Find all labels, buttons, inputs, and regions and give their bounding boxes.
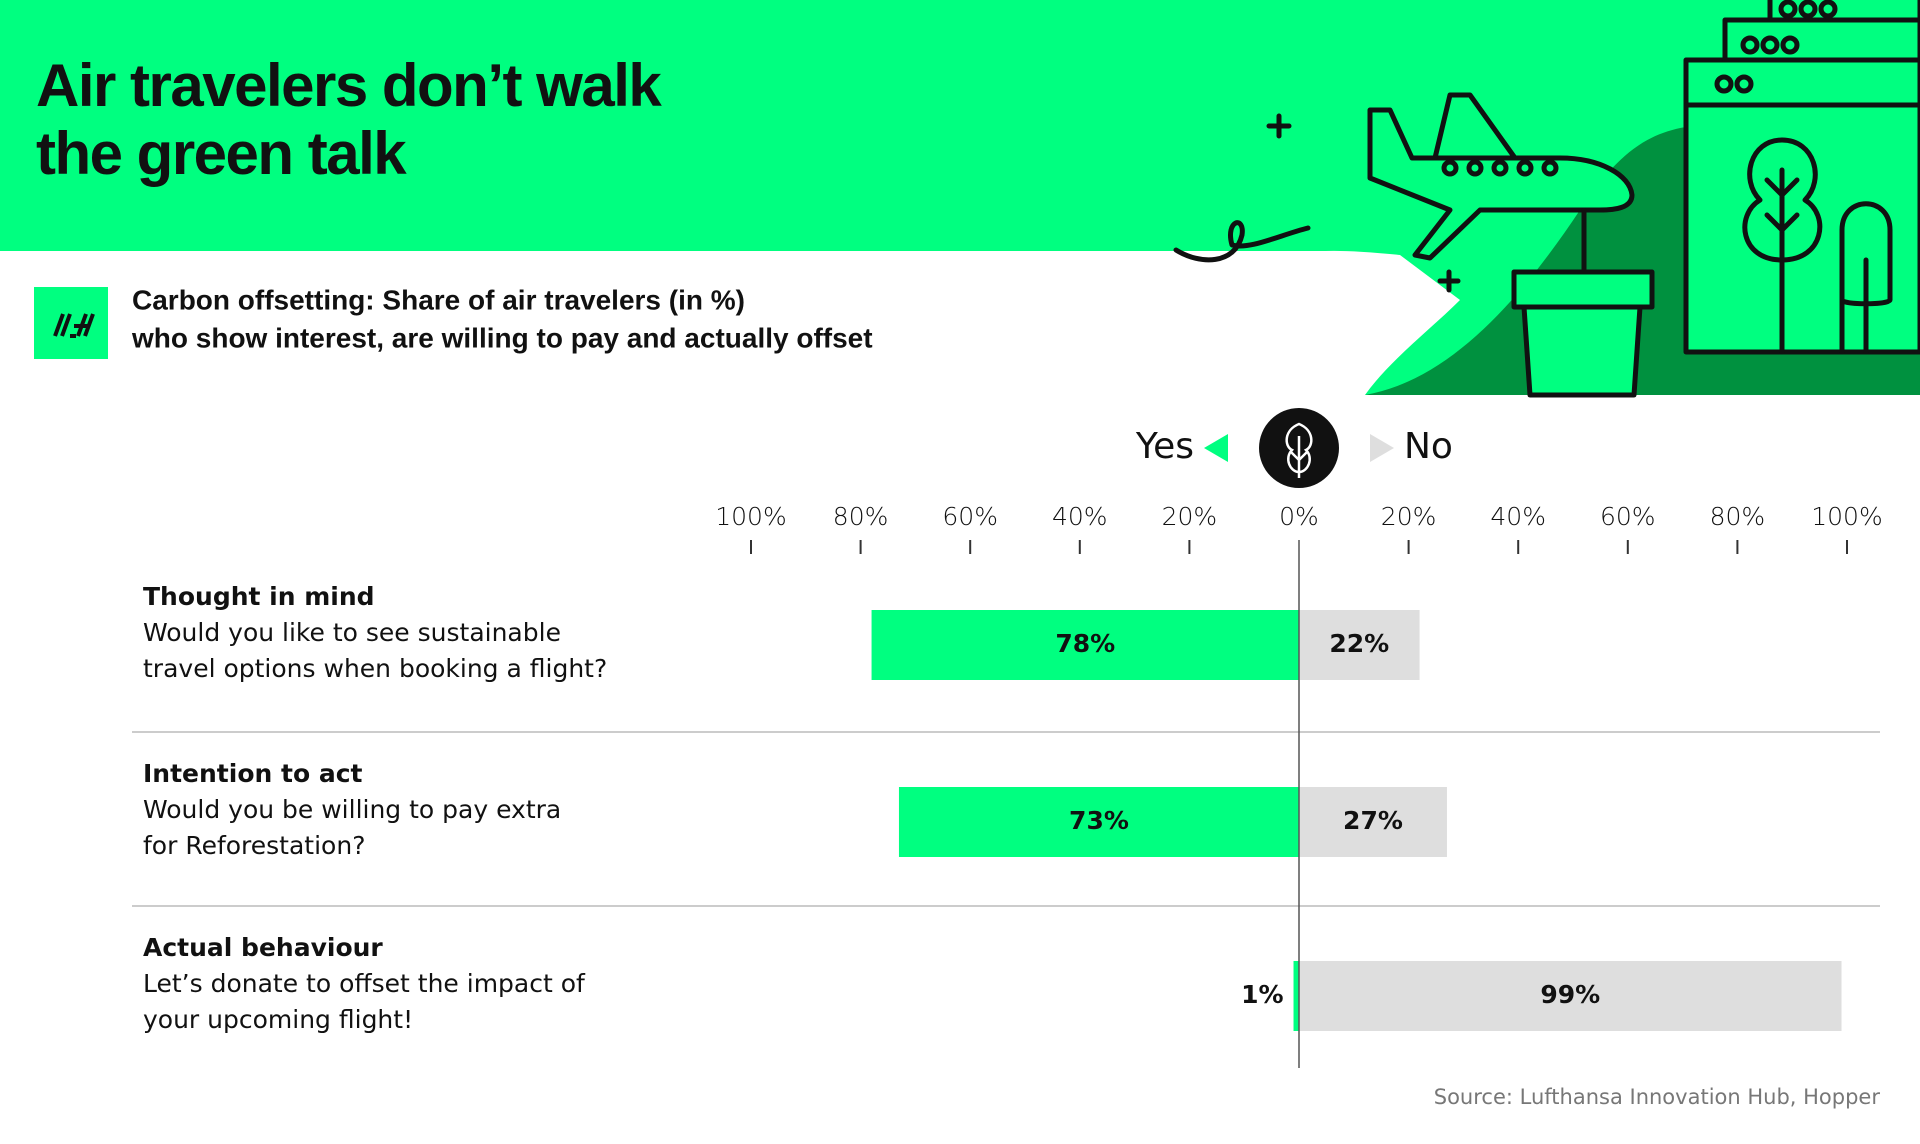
- row-title: Intention to act: [143, 759, 363, 788]
- subtitle: Carbon offsetting: Share of air traveler…: [132, 284, 745, 315]
- x-tick-label: 0%: [1279, 502, 1319, 531]
- x-tick-label: 80%: [1710, 502, 1766, 531]
- x-tick-label: 40%: [1052, 502, 1108, 531]
- title: Air travelers don’t walk: [36, 52, 662, 119]
- value-label: 78%: [1055, 629, 1115, 658]
- x-tick-label: 60%: [942, 502, 998, 531]
- value-label: 27%: [1343, 806, 1403, 835]
- row-title: Actual behaviour: [143, 933, 383, 962]
- bar-yes: [1293, 961, 1299, 1031]
- row-question: Let’s donate to offset the impact of: [143, 969, 586, 998]
- x-tick-label: 20%: [1162, 502, 1218, 531]
- logo-mark: [53, 313, 95, 338]
- x-tick-label: 40%: [1490, 502, 1546, 531]
- header-band: [0, 0, 1920, 395]
- illustration: [1173, 0, 1920, 398]
- row-question: your upcoming flight!: [143, 1005, 413, 1034]
- bar-no: [1299, 961, 1842, 1031]
- legend-marker: [1370, 434, 1394, 462]
- legend-label: No: [1404, 426, 1453, 467]
- x-tick-label: 60%: [1600, 502, 1656, 531]
- legend-label: Yes: [1135, 426, 1194, 467]
- x-tick-label: 20%: [1381, 502, 1437, 531]
- x-tick-label: 100%: [1811, 502, 1882, 531]
- value-label: 73%: [1069, 806, 1129, 835]
- value-label: 22%: [1329, 629, 1389, 658]
- value-label: 99%: [1540, 980, 1600, 1009]
- row-title: Thought in mind: [143, 582, 375, 611]
- value-label: 1%: [1241, 980, 1283, 1009]
- row-question: for Reforestation?: [143, 831, 365, 860]
- legend-marker: [1204, 434, 1228, 462]
- subtitle: who show interest, are willing to pay an…: [131, 322, 873, 353]
- x-tick-label: 80%: [833, 502, 889, 531]
- logo: [34, 287, 108, 359]
- row-question: Would you like to see sustainable: [143, 618, 561, 647]
- row-question: Would you be willing to pay extra: [143, 795, 561, 824]
- bar-yes: [898, 787, 1299, 857]
- row-question: travel options when booking a flight?: [143, 654, 607, 683]
- bar-no: [1299, 610, 1420, 680]
- source: Source: Lufthansa Innovation Hub, Hopper: [1434, 1085, 1881, 1109]
- title: the green talk: [36, 120, 407, 187]
- legend-icon-tree: [1285, 422, 1313, 478]
- bar-yes: [871, 610, 1299, 680]
- bar-no: [1299, 787, 1447, 857]
- x-tick-label: 100%: [715, 502, 786, 531]
